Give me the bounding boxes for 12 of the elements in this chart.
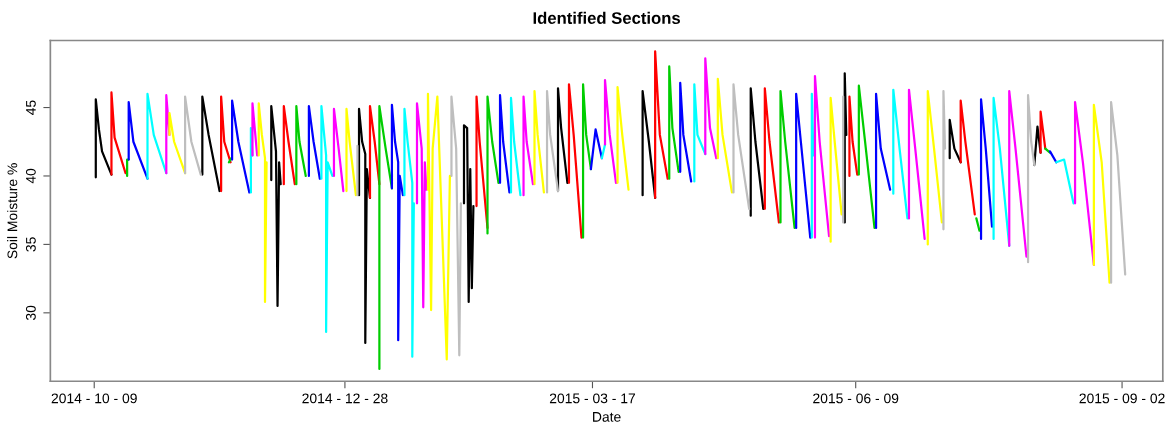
x-tick-label: 2015 - 03 - 17 <box>549 393 636 404</box>
x-tick-label: 2014 - 10 - 09 <box>51 393 137 404</box>
y-tick-label: 40 <box>25 168 36 184</box>
x-tick-label: 2015 - 06 - 09 <box>813 393 899 404</box>
x-tick-label: 2014 - 12 - 28 <box>302 393 388 404</box>
x-tick-label: 2015 - 09 - 02 <box>1079 393 1165 404</box>
y-tick-label: 30 <box>25 305 36 321</box>
y-tick-label: 45 <box>26 100 36 115</box>
y-tick-label: 35 <box>25 237 36 252</box>
x-axis-title: Date <box>593 412 621 422</box>
chart-title: Identified Sections <box>533 11 680 24</box>
y-axis-title: Soil Moisture % <box>7 163 18 259</box>
